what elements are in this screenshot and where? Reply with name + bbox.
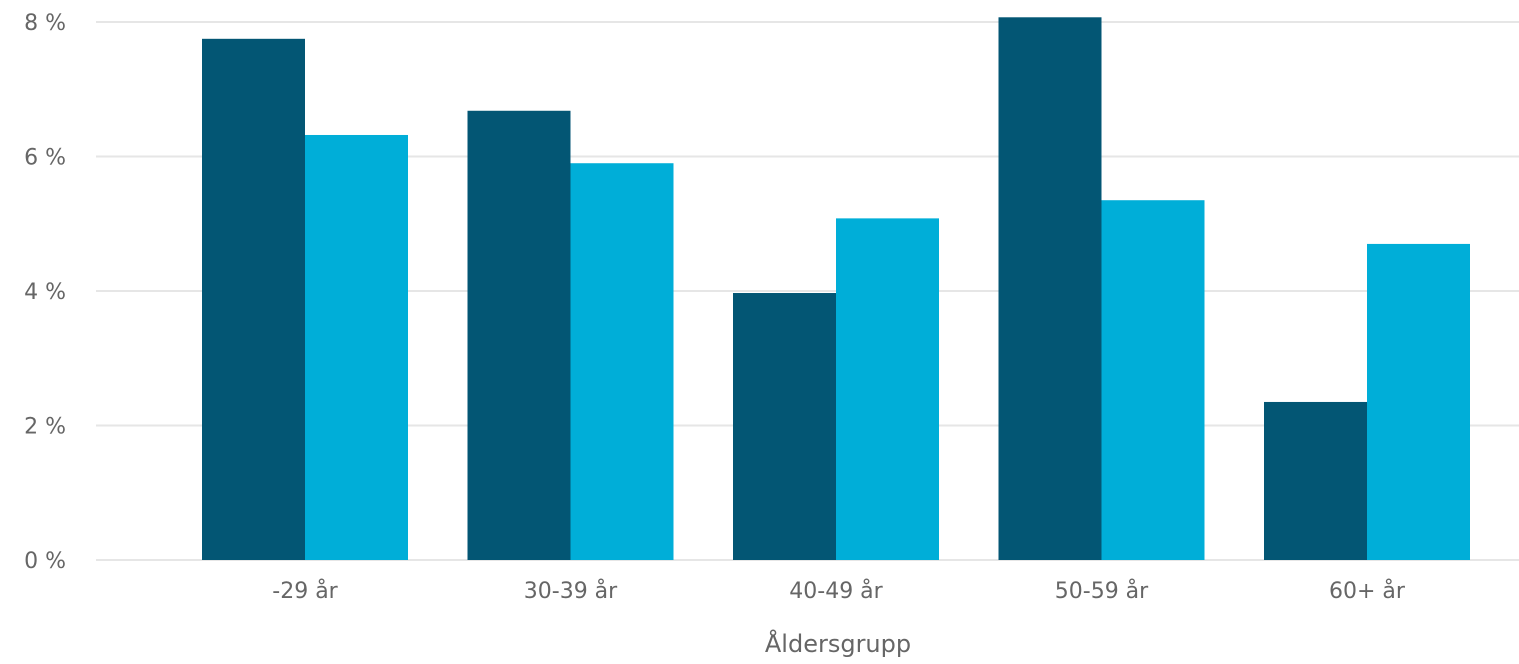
bar	[836, 218, 939, 560]
bar	[202, 38, 305, 560]
bar	[733, 293, 836, 560]
bar	[1367, 243, 1470, 561]
bar	[467, 110, 571, 561]
bar	[305, 134, 408, 561]
bar	[998, 17, 1102, 561]
y-axis-tick-labels: 0 % 2 % 4 % 6 % 8 %	[24, 11, 66, 574]
x-axis-tick-labels: -29 år 30-39 år 40-49 år 50-59 år 60+ år	[272, 578, 1406, 604]
x-tick-label: -29 år	[272, 578, 338, 604]
y-tick-label: 0 %	[24, 549, 66, 574]
bar	[1101, 200, 1205, 560]
x-tick-label: 40-49 år	[789, 578, 883, 604]
x-tick-label: 50-59 år	[1055, 578, 1149, 604]
x-tick-label: 30-39 år	[524, 578, 618, 604]
y-tick-label: 8 %	[24, 11, 66, 36]
y-tick-label: 6 %	[24, 146, 66, 171]
x-axis-title: Åldersgrupp	[765, 629, 911, 658]
bar	[570, 163, 674, 560]
x-tick-label: 60+ år	[1329, 578, 1406, 604]
y-tick-label: 4 %	[24, 280, 66, 305]
y-tick-label: 2 %	[24, 415, 66, 440]
bar	[1264, 401, 1367, 560]
bars	[202, 17, 1470, 561]
